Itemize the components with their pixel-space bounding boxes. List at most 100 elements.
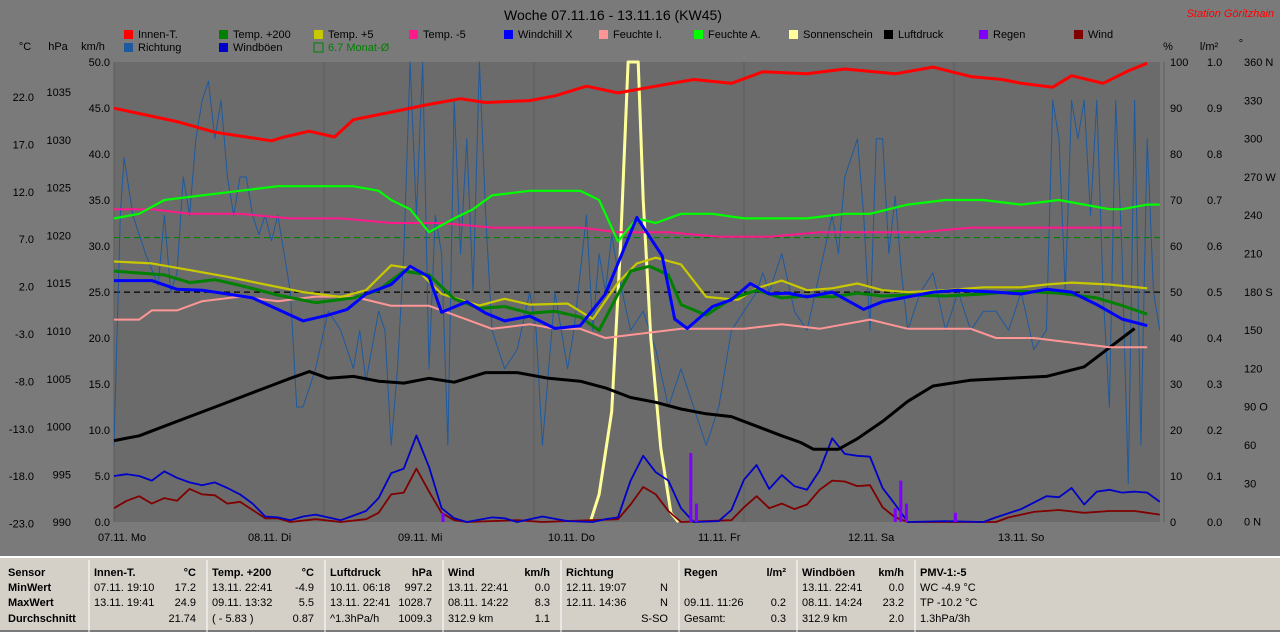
table-cell-value: 8.3 <box>535 597 550 609</box>
pct-tick-label: 60 <box>1170 241 1182 253</box>
dir-tick-label: 240 <box>1244 210 1262 222</box>
pct-tick-label: 50 <box>1170 287 1182 299</box>
legend-label: Richtung <box>138 42 181 54</box>
lm2-tick-label: 0.4 <box>1207 333 1222 345</box>
kmh-tick-label: 35.0 <box>89 195 110 207</box>
table-cell-value: 21.74 <box>168 613 196 625</box>
pct-tick-label: 90 <box>1170 103 1182 115</box>
legend-label: Temp. +5 <box>328 29 374 41</box>
rain-bar <box>441 512 445 522</box>
legend-label: Windchill X <box>518 29 573 41</box>
table-cell-time: 13.11. 22:41 <box>212 582 272 594</box>
series-luftdruck <box>113 327 1136 451</box>
legend-label: Temp. +200 <box>233 29 291 41</box>
rain-bar <box>899 480 903 522</box>
temp-tick-label: -8.0 <box>15 376 34 388</box>
dir-tick-label: 180 S <box>1244 287 1273 299</box>
pct-tick-label: 100 <box>1170 57 1188 69</box>
table-header: PMV-1:-5 <box>920 567 966 579</box>
table-cell-time: 09.11. 13:32 <box>212 597 272 609</box>
temp-tick-label: -3.0 <box>15 329 34 341</box>
legend-swatch <box>979 30 988 39</box>
kmh-tick-label: 50.0 <box>89 57 110 69</box>
legend-swatch <box>124 30 133 39</box>
legend-label: Feuchte I. <box>613 29 662 41</box>
series-sonnenschein <box>588 60 680 523</box>
table-cell-value: 2.0 <box>889 613 904 625</box>
table-cell-value: 1028.7 <box>398 597 432 609</box>
kmh-tick-label: 20.0 <box>89 333 110 345</box>
series-temp-5 <box>114 208 1122 238</box>
pct-tick-label: 10 <box>1170 471 1182 483</box>
rain-bar <box>953 512 957 522</box>
table-cell-time: 08.11. 14:22 <box>448 597 508 609</box>
temp-tick-label: 12.0 <box>13 187 34 199</box>
table-cell-value: 0.0 <box>889 582 904 594</box>
pct-tick-label: 80 <box>1170 149 1182 161</box>
axis-unit: km/h <box>81 41 105 53</box>
series-temp-200 <box>113 264 1148 332</box>
x-tick-label: 12.11. Sa <box>848 532 895 544</box>
temp-tick-label: -23.0 <box>9 519 34 531</box>
table-cell-time: WC -4.9 °C <box>920 582 976 594</box>
hpa-tick-label: 1005 <box>47 374 71 386</box>
table-cell-value: 0.87 <box>293 613 314 625</box>
rain-bar <box>694 503 698 522</box>
lm2-tick-label: 0.7 <box>1207 195 1222 207</box>
legend-swatch <box>219 30 228 39</box>
table-cell-time: 12.11. 19:07 <box>566 582 626 594</box>
dir-tick-label: 330 <box>1244 95 1262 107</box>
legend-swatch <box>694 30 703 39</box>
table-cell-value: 0.0 <box>535 582 550 594</box>
legend-swatch <box>409 30 418 39</box>
rain-bar <box>689 453 693 522</box>
table-row-label: MinWert <box>8 582 52 594</box>
table-cell-value: 0.2 <box>771 597 786 609</box>
table-header: Wind <box>448 567 475 579</box>
table-cell-value: 23.2 <box>883 597 904 609</box>
axis-unit: hPa <box>48 41 68 53</box>
table-unit: °C <box>184 567 196 579</box>
axis-unit: ° <box>1239 38 1243 50</box>
table-cell-value: 5.5 <box>299 597 314 609</box>
hpa-tick-label: 1010 <box>47 326 71 338</box>
temp-tick-label: 2.0 <box>19 282 34 294</box>
axis-unit: l/m² <box>1200 41 1219 53</box>
table-row-label: MaxWert <box>8 597 54 609</box>
hpa-tick-label: 1000 <box>47 422 71 434</box>
temp-tick-label: 7.0 <box>19 234 34 246</box>
table-cell-time: ^1.3hPa/h <box>330 613 379 625</box>
axis-unit: °C <box>19 41 31 53</box>
table-cell-value: N <box>660 597 668 609</box>
legend-swatch <box>313 42 324 53</box>
table-row-label: Durchschnitt <box>8 613 76 625</box>
series-windchill-x <box>114 215 1148 330</box>
pct-tick-label: 0 <box>1170 517 1176 529</box>
table-cell-value: 24.9 <box>175 597 196 609</box>
hpa-tick-label: 995 <box>53 469 71 481</box>
x-tick-label: 10.11. Do <box>548 532 595 544</box>
table-cell-time: 12.11. 14:36 <box>566 597 626 609</box>
legend-label: Temp. -5 <box>423 29 466 41</box>
hpa-tick-label: 1035 <box>47 87 71 99</box>
hpa-tick-label: 990 <box>53 517 71 529</box>
legend-swatch <box>1074 30 1083 39</box>
rain-bar <box>893 508 897 522</box>
dir-tick-label: 210 <box>1244 249 1262 261</box>
table-unit: °C <box>302 567 314 579</box>
table-header: Windböen <box>802 567 855 579</box>
kmh-tick-label: 15.0 <box>89 379 110 391</box>
table-cell-time: 13.11. 19:41 <box>94 597 154 609</box>
weather-chart: 22.0 17.0 12.0 7.0 2.0 -3.0 -8.0 -13.0 -18.0 -23.… <box>9 7 1276 544</box>
lm2-tick-label: 0.2 <box>1207 425 1222 437</box>
pct-tick-label: 40 <box>1170 333 1182 345</box>
legend-swatch <box>219 43 228 52</box>
pct-tick-label: 70 <box>1170 195 1182 207</box>
dir-tick-label: 300 <box>1244 134 1262 146</box>
station-name: Station Göritzhain <box>1187 8 1274 20</box>
table-cell-value: 17.2 <box>175 582 196 594</box>
temp-tick-label: -13.0 <box>9 424 34 436</box>
axis-unit: % <box>1163 41 1173 53</box>
table-header: Richtung <box>566 567 614 579</box>
legend-label: Luftdruck <box>898 29 944 41</box>
